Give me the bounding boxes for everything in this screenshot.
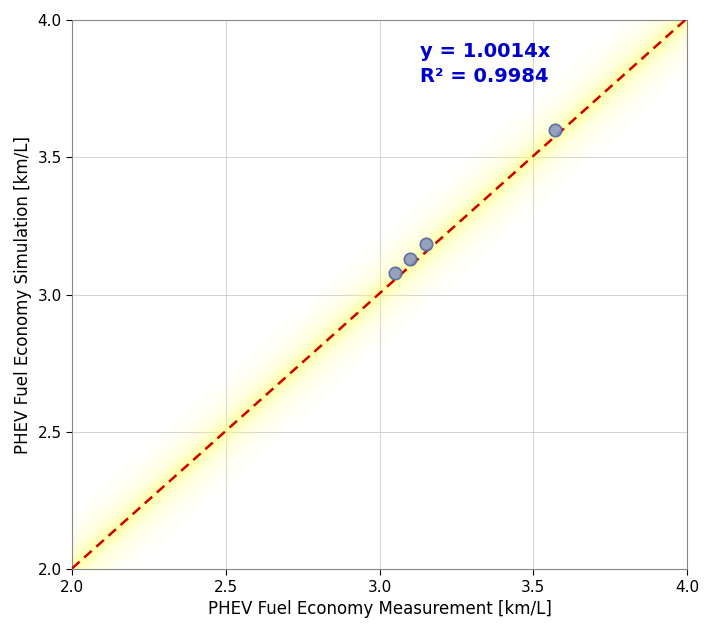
Y-axis label: PHEV Fuel Economy Simulation [km/L]: PHEV Fuel Economy Simulation [km/L]	[14, 135, 32, 454]
Point	[420, 239, 431, 249]
Point	[404, 254, 416, 264]
Point	[549, 125, 560, 135]
Text: y = 1.0014x
R² = 0.9984: y = 1.0014x R² = 0.9984	[419, 42, 550, 86]
Point	[389, 267, 401, 277]
X-axis label: PHEV Fuel Economy Measurement [km/L]: PHEV Fuel Economy Measurement [km/L]	[207, 600, 552, 618]
